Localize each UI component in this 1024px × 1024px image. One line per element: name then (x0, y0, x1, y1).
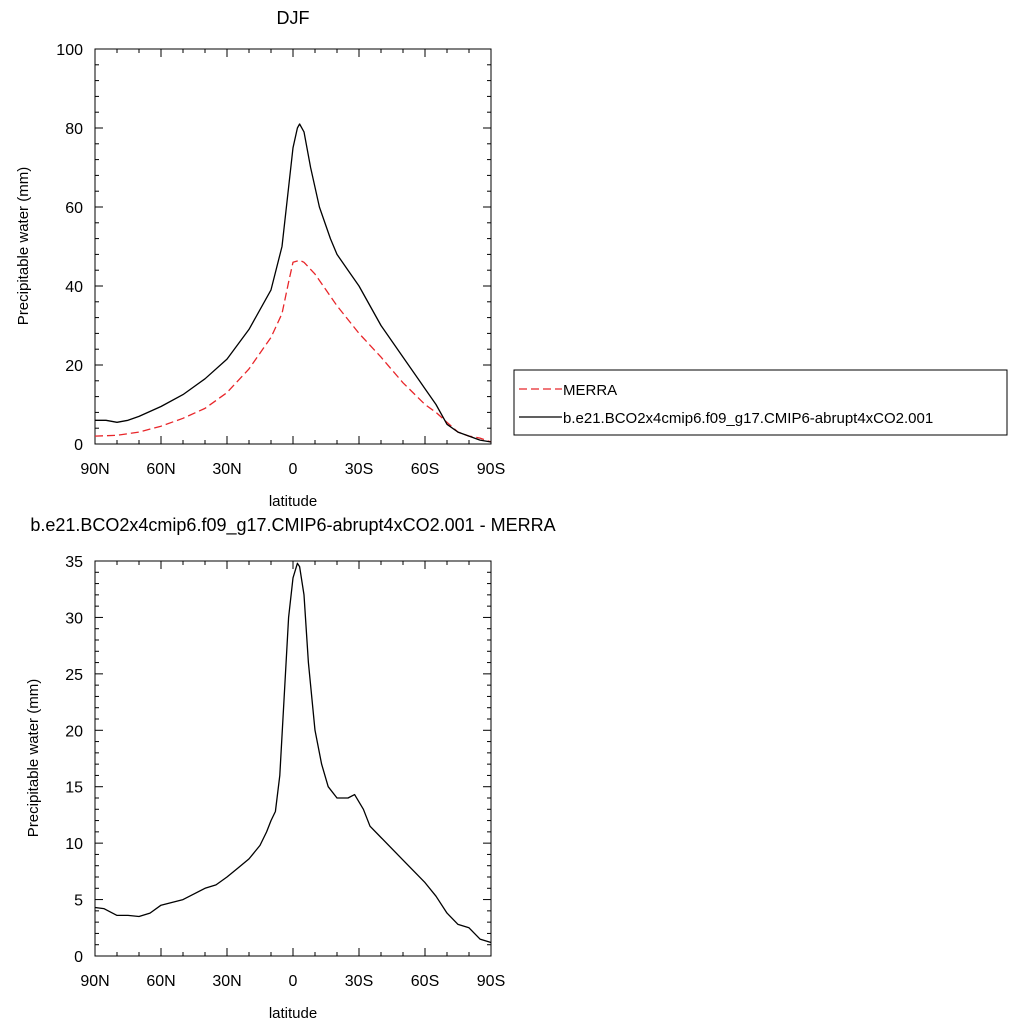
y-axis: 0 5 10 15 20 25 30 35 (65, 554, 491, 966)
plot-frame (94, 560, 492, 957)
chart-title: DJF (277, 8, 310, 28)
series-line-merra (94, 259, 492, 443)
y-axis-label: Precipitable water (mm) (25, 679, 42, 837)
chart-title: b.e21.BCO2x4cmip6.f09_g17.CMIP6-abrupt4x… (30, 515, 555, 536)
x-tick-label: 60S (411, 973, 439, 990)
series-line-b-e21-bco2x4cmip6-f09-g17-cmip6-abrupt4xco2-001 (95, 123, 492, 443)
y-axis: 0 20 40 60 80 100 (56, 42, 491, 454)
y-tick-label: 40 (65, 279, 83, 296)
y-tick-label: 0 (74, 949, 83, 966)
x-tick-label: 30N (212, 461, 241, 478)
y-axis-label: Precipitable water (mm) (15, 167, 32, 325)
legend-label-merra: MERRA (563, 382, 617, 399)
plot-frame (94, 48, 492, 445)
x-tick-label: 90N (80, 461, 109, 478)
y-tick-label: 5 (74, 893, 83, 910)
series-group (94, 123, 492, 443)
x-tick-label: 0 (289, 973, 298, 990)
y-tick-label: 10 (65, 836, 83, 853)
chart-panel-difference: b.e21.BCO2x4cmip6.f09_g17.CMIP6-abrupt4x… (25, 515, 556, 1022)
x-tick-label: 90S (477, 973, 505, 990)
x-tick-label: 60N (146, 973, 175, 990)
series-group (94, 562, 492, 944)
legend-label-model: b.e21.BCO2x4cmip6.f09_g17.CMIP6-abrupt4x… (563, 410, 933, 427)
x-axis: 90N 60N 30N 0 30S 60S 90S (80, 49, 505, 478)
y-tick-label: 0 (74, 437, 83, 454)
y-tick-label: 25 (65, 667, 83, 684)
legend: MERRA b.e21.BCO2x4cmip6.f09_g17.CMIP6-ab… (513, 369, 1008, 436)
legend-box (513, 369, 1008, 436)
y-tick-label: 100 (56, 42, 83, 59)
x-tick-label: 30N (212, 973, 241, 990)
x-tick-label: 30S (345, 461, 373, 478)
chart-panel-djf: DJF 90N 60N 30N 0 30S 60S 90S 0 20 40 60 80 100 lat… (15, 8, 1008, 510)
x-tick-label: 90S (477, 461, 505, 478)
y-tick-label: 35 (65, 554, 83, 571)
x-axis-label: latitude (269, 493, 317, 510)
x-axis: 90N 60N 30N 0 30S 60S 90S (80, 561, 505, 990)
series-line-difference (94, 562, 492, 944)
x-tick-label: 60N (146, 461, 175, 478)
y-tick-label: 60 (65, 200, 83, 217)
y-tick-label: 20 (65, 723, 83, 740)
y-tick-label: 20 (65, 358, 83, 375)
x-tick-label: 60S (411, 461, 439, 478)
x-tick-label: 0 (289, 461, 298, 478)
y-tick-label: 15 (65, 780, 83, 797)
y-tick-label: 30 (65, 610, 83, 627)
y-tick-label: 80 (65, 121, 83, 138)
x-axis-label: latitude (269, 1005, 317, 1022)
x-tick-label: 30S (345, 973, 373, 990)
x-tick-label: 90N (80, 973, 109, 990)
